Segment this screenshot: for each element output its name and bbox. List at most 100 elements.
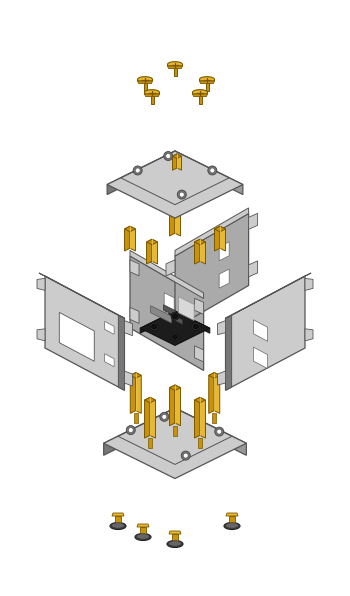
Polygon shape — [212, 414, 216, 423]
Polygon shape — [173, 154, 182, 159]
Polygon shape — [166, 260, 175, 276]
Polygon shape — [166, 308, 175, 324]
Polygon shape — [193, 89, 208, 94]
Polygon shape — [37, 278, 45, 290]
Polygon shape — [152, 239, 158, 264]
Polygon shape — [140, 311, 210, 346]
Polygon shape — [105, 353, 114, 367]
Polygon shape — [163, 305, 176, 316]
Polygon shape — [177, 154, 182, 170]
Polygon shape — [125, 321, 132, 336]
Polygon shape — [172, 315, 182, 324]
Polygon shape — [209, 372, 214, 414]
Polygon shape — [115, 516, 121, 524]
Polygon shape — [168, 61, 182, 66]
Polygon shape — [195, 346, 204, 362]
Polygon shape — [140, 311, 175, 333]
Polygon shape — [198, 438, 202, 448]
Polygon shape — [138, 77, 153, 81]
Circle shape — [192, 322, 200, 330]
Polygon shape — [104, 408, 175, 455]
Polygon shape — [130, 260, 139, 276]
Ellipse shape — [112, 523, 125, 528]
Polygon shape — [147, 239, 152, 264]
Circle shape — [208, 166, 217, 175]
Polygon shape — [178, 297, 194, 321]
Polygon shape — [175, 311, 210, 333]
Polygon shape — [136, 372, 141, 414]
Polygon shape — [200, 398, 205, 438]
Polygon shape — [173, 154, 177, 170]
Polygon shape — [199, 81, 215, 83]
Polygon shape — [305, 329, 313, 341]
Polygon shape — [145, 398, 155, 403]
Polygon shape — [150, 96, 154, 104]
Polygon shape — [219, 269, 229, 288]
Polygon shape — [225, 276, 305, 390]
Circle shape — [173, 334, 177, 339]
Circle shape — [164, 151, 173, 160]
Polygon shape — [229, 516, 235, 524]
Ellipse shape — [136, 534, 149, 539]
Polygon shape — [118, 315, 125, 390]
Polygon shape — [134, 414, 138, 423]
Polygon shape — [145, 398, 150, 438]
Polygon shape — [168, 66, 182, 69]
Circle shape — [210, 168, 215, 173]
Polygon shape — [39, 273, 125, 318]
Circle shape — [194, 324, 198, 329]
Polygon shape — [215, 226, 225, 232]
Polygon shape — [215, 226, 220, 251]
Polygon shape — [130, 250, 204, 299]
Ellipse shape — [224, 523, 240, 529]
Polygon shape — [148, 438, 152, 448]
Polygon shape — [199, 77, 215, 81]
Polygon shape — [125, 226, 135, 232]
Polygon shape — [195, 398, 200, 438]
Polygon shape — [220, 226, 225, 251]
Circle shape — [133, 166, 142, 175]
Polygon shape — [138, 81, 153, 83]
Circle shape — [183, 453, 188, 458]
Polygon shape — [172, 534, 178, 542]
Circle shape — [152, 324, 156, 329]
Circle shape — [179, 192, 184, 197]
Polygon shape — [175, 208, 248, 256]
Polygon shape — [169, 385, 175, 426]
Polygon shape — [150, 398, 155, 438]
Polygon shape — [169, 385, 181, 390]
Polygon shape — [105, 321, 114, 334]
Polygon shape — [107, 151, 243, 218]
Polygon shape — [59, 312, 94, 361]
Polygon shape — [37, 329, 45, 341]
Circle shape — [128, 427, 133, 433]
Ellipse shape — [110, 523, 126, 529]
Polygon shape — [195, 239, 200, 264]
Polygon shape — [169, 211, 175, 236]
Polygon shape — [174, 68, 176, 76]
Polygon shape — [144, 83, 147, 91]
Polygon shape — [104, 408, 246, 479]
Polygon shape — [130, 372, 141, 378]
Circle shape — [150, 322, 158, 330]
Polygon shape — [45, 276, 125, 390]
Circle shape — [162, 414, 167, 420]
Polygon shape — [209, 372, 220, 378]
Circle shape — [177, 190, 186, 199]
Polygon shape — [173, 426, 177, 436]
Polygon shape — [198, 96, 202, 104]
Polygon shape — [175, 213, 248, 328]
Circle shape — [215, 427, 224, 436]
Polygon shape — [150, 306, 172, 323]
Circle shape — [126, 426, 135, 434]
Polygon shape — [125, 226, 130, 251]
Polygon shape — [169, 531, 181, 534]
Polygon shape — [205, 83, 209, 91]
Polygon shape — [193, 94, 208, 97]
Ellipse shape — [135, 533, 151, 541]
Polygon shape — [164, 293, 174, 312]
Polygon shape — [225, 315, 232, 390]
Polygon shape — [112, 513, 124, 516]
Polygon shape — [175, 385, 181, 426]
Polygon shape — [175, 151, 243, 194]
